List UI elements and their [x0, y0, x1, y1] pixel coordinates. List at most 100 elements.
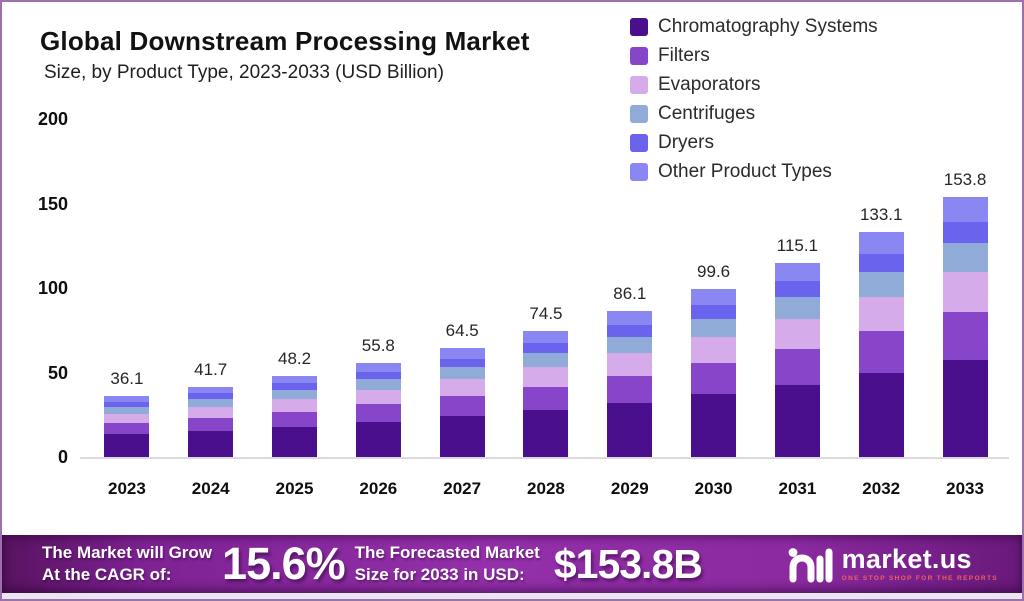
bar-value-label: 99.6 [697, 261, 731, 281]
bar-2032: 133.1 [858, 205, 904, 457]
segment-filters [355, 404, 401, 422]
legend-item-1: Chromatography Systems [630, 12, 878, 41]
segment-chromatography-systems [272, 426, 318, 457]
y-tick-label: 0 [57, 447, 68, 467]
segment-other-product-types [942, 197, 988, 223]
bar-slot-2029: 86.1 [588, 284, 672, 457]
x-tick-label-2032: 2032 [862, 479, 901, 498]
segment-other-product-types [691, 288, 737, 305]
bar-value-label: 55.8 [361, 335, 395, 355]
bar-2028: 74.5 [523, 303, 569, 457]
segment-centrifuges [272, 390, 318, 400]
bar-value-label: 64.5 [445, 321, 479, 341]
x-tick-label-2030: 2030 [694, 479, 733, 498]
segment-chromatography-systems [188, 430, 234, 457]
segment-other-product-types [439, 348, 485, 359]
segment-evaporators [439, 379, 485, 397]
segment-centrifuges [774, 297, 820, 319]
segment-other-product-types [272, 375, 318, 384]
segment-filters [858, 331, 904, 374]
segment-chromatography-systems [355, 421, 401, 457]
segment-dryers [774, 281, 820, 298]
bar-stack [355, 362, 401, 457]
page-title: Global Downstream Processing Market [40, 26, 530, 56]
bar-2026: 55.8 [355, 335, 401, 457]
x-tick-label-2028: 2028 [527, 479, 565, 498]
segment-dryers [523, 343, 569, 354]
segment-dryers [188, 393, 234, 400]
legend-label: Chromatography Systems [658, 15, 878, 37]
y-tick-label: 150 [37, 193, 68, 214]
legend-label: Other Product Types [658, 160, 832, 182]
bar-value-label: 153.8 [943, 170, 987, 190]
legend-swatch [630, 162, 648, 181]
forecast-label-line1: The Forecasted Market [354, 543, 540, 563]
brand-name: market.us [841, 543, 972, 574]
bar-2031: 115.1 [774, 236, 820, 457]
bar-slot-2030: 99.6 [672, 262, 756, 457]
bar-2023: 36.1 [104, 368, 150, 457]
bar-stack [691, 288, 737, 457]
cagr-label-line1: The Market will Grow [42, 543, 213, 563]
segment-centrifuges [439, 367, 485, 380]
bar-slot-2027: 64.5 [420, 321, 504, 457]
legend-label: Dryers [658, 131, 714, 153]
footer-banner: The Market will Grow At the CAGR of: 15.… [2, 535, 1022, 593]
segment-filters [439, 396, 485, 417]
legend-item-5: Dryers [630, 128, 878, 157]
segment-evaporators [774, 318, 820, 349]
bar-stack [272, 375, 318, 457]
segment-other-product-types [774, 262, 820, 282]
brand-tagline: ONE STOP SHOP FOR THE REPORTS [841, 574, 998, 582]
legend-label: Filters [658, 44, 710, 66]
segment-chromatography-systems [439, 416, 485, 457]
segment-dryers [858, 253, 904, 273]
segment-filters [523, 386, 569, 411]
segment-filters [188, 417, 234, 431]
brand-block: market.us ONE STOP SHOP FOR THE REPORTS [787, 543, 998, 583]
segment-evaporators [691, 337, 737, 364]
legend-item-6: Other Product Types [630, 157, 878, 186]
bar-2030: 99.6 [691, 261, 737, 457]
legend-item-3: Evaporators [630, 70, 878, 99]
brand-text: market.us ONE STOP SHOP FOR THE REPORTS [841, 543, 998, 583]
bar-stack [439, 348, 485, 457]
cagr-label: The Market will Grow At the CAGR of: [42, 542, 212, 586]
segment-other-product-types [188, 386, 234, 394]
segment-filters [607, 375, 653, 403]
bar-slot-2032: 133.1 [839, 205, 923, 457]
segment-evaporators [188, 406, 234, 418]
y-tick-label: 100 [37, 278, 68, 298]
market-us-logo-icon [788, 547, 833, 582]
x-tick-label-2029: 2029 [610, 479, 649, 498]
segment-chromatography-systems [858, 373, 904, 457]
bar-slot-2026: 55.8 [336, 336, 420, 457]
bar-slot-2028: 74.5 [504, 304, 588, 457]
segment-other-product-types [355, 362, 401, 372]
segment-filters [774, 348, 820, 385]
bar-2025: 48.2 [272, 349, 318, 457]
bar-2029: 86.1 [607, 284, 653, 457]
bar-stack [188, 386, 234, 457]
bar-value-label: 74.5 [529, 303, 563, 323]
forecast-label: The Forecasted Market Size for 2033 in U… [355, 542, 540, 586]
x-tick-label-2026: 2026 [359, 479, 398, 498]
legend-swatch [630, 75, 648, 94]
x-tick-label-2023: 2023 [107, 479, 146, 498]
bar-stack [858, 232, 904, 457]
bar-slot-2025: 48.2 [253, 349, 337, 457]
segment-evaporators [272, 399, 318, 412]
segment-other-product-types [523, 330, 569, 344]
y-tick-label: 50 [47, 362, 68, 383]
segment-centrifuges [523, 353, 569, 368]
segment-filters [272, 411, 318, 427]
bar-value-label: 36.1 [110, 368, 144, 388]
y-tick-label: 200 [37, 109, 68, 129]
page-subtitle: Size, by Product Type, 2023-2033 (USD Bi… [44, 62, 444, 83]
legend-swatch [630, 104, 648, 123]
segment-chromatography-systems [942, 360, 988, 457]
bar-stack [774, 262, 820, 457]
segment-dryers [272, 383, 318, 391]
segment-evaporators [355, 389, 401, 405]
